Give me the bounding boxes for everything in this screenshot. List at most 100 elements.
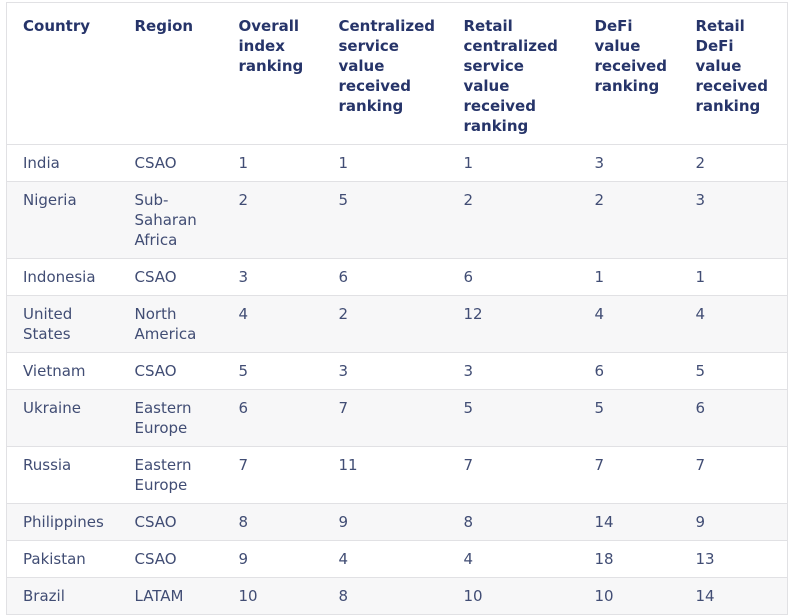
cell-retail_centralized_service_value_received_ranking: 1 — [447, 144, 579, 182]
cell-defi_value_received_ranking: 18 — [578, 540, 680, 578]
cell-defi_value_received_ranking: 2 — [578, 181, 680, 259]
column-header-region: Region — [118, 2, 223, 145]
region-name: CSAO — [134, 268, 177, 286]
region-name: CSAO — [134, 513, 177, 531]
country-name: Pakistan — [23, 550, 86, 568]
column-header-label: Region — [134, 17, 194, 35]
column-header-centralized_service_value_received_ranking: Centralized service value received ranki… — [322, 2, 448, 145]
cell-region: CSAO — [118, 352, 223, 390]
country-name: Philippines — [23, 513, 104, 531]
cell-centralized_service_value_received_ranking: 4 — [322, 540, 448, 578]
cell-defi_value_received_ranking: 4 — [578, 295, 680, 353]
column-header-retail_defi_value_received_ranking: Retail DeFi value received ranking — [679, 2, 788, 145]
cell-country: Vietnam — [6, 352, 119, 390]
region-name: CSAO — [134, 550, 177, 568]
rankings-table: Country Region Overall index ranking Centra… — [6, 2, 788, 615]
table-row-pakistan: Pakistan CSAO 9 4 4 18 13 — [6, 540, 788, 578]
cell-centralized_service_value_received_ranking: 2 — [322, 295, 448, 353]
country-name: Indonesia — [23, 268, 96, 286]
cell-overall_index_ranking: 7 — [222, 446, 323, 504]
country-name: India — [23, 154, 60, 172]
table-header: Country Region Overall index ranking Centra… — [6, 2, 788, 145]
cell-retail_centralized_service_value_received_ranking: 5 — [447, 389, 579, 447]
cell-region: CSAO — [118, 258, 223, 296]
cell-retail_defi_value_received_ranking: 6 — [679, 389, 788, 447]
region-name: Sub-Saharan Africa — [134, 191, 197, 249]
cell-region: Sub-Saharan Africa — [118, 181, 223, 259]
table-row-brazil: Brazil LATAM 10 8 10 10 14 — [6, 577, 788, 615]
cell-overall_index_ranking: 5 — [222, 352, 323, 390]
column-header-label: Retail centralized service value receive… — [463, 17, 558, 135]
table-row-ukraine: Ukraine Eastern Europe 6 7 5 5 6 — [6, 389, 788, 447]
country-name: Vietnam — [23, 362, 86, 380]
cell-defi_value_received_ranking: 5 — [578, 389, 680, 447]
cell-overall_index_ranking: 4 — [222, 295, 323, 353]
cell-country: Nigeria — [6, 181, 119, 259]
cell-overall_index_ranking: 3 — [222, 258, 323, 296]
cell-country: Brazil — [6, 577, 119, 615]
cell-centralized_service_value_received_ranking: 6 — [322, 258, 448, 296]
cell-defi_value_received_ranking: 1 — [578, 258, 680, 296]
cell-retail_defi_value_received_ranking: 3 — [679, 181, 788, 259]
cell-region: Eastern Europe — [118, 446, 223, 504]
cell-region: LATAM — [118, 577, 223, 615]
region-name: CSAO — [134, 154, 177, 172]
country-name: United States — [23, 305, 73, 343]
table-row-russia: Russia Eastern Europe 7 11 7 7 7 — [6, 446, 788, 504]
cell-centralized_service_value_received_ranking: 5 — [322, 181, 448, 259]
header-row: Country Region Overall index ranking Centra… — [6, 2, 788, 145]
cell-centralized_service_value_received_ranking: 7 — [322, 389, 448, 447]
table-row-india: India CSAO 1 1 1 3 2 — [6, 144, 788, 182]
cell-overall_index_ranking: 6 — [222, 389, 323, 447]
cell-centralized_service_value_received_ranking: 3 — [322, 352, 448, 390]
column-header-retail_centralized_service_value_received_ranking: Retail centralized service value receive… — [447, 2, 579, 145]
country-name: Russia — [23, 456, 72, 474]
cell-defi_value_received_ranking: 6 — [578, 352, 680, 390]
cell-retail_defi_value_received_ranking: 7 — [679, 446, 788, 504]
cell-centralized_service_value_received_ranking: 11 — [322, 446, 448, 504]
column-header-defi_value_received_ranking: DeFi value received ranking — [578, 2, 680, 145]
region-name: Eastern Europe — [134, 456, 192, 494]
table-row-nigeria: Nigeria Sub-Saharan Africa 2 5 2 2 3 — [6, 181, 788, 259]
column-header-label: Overall index ranking — [238, 17, 304, 75]
column-header-label: DeFi value received ranking — [594, 17, 667, 95]
cell-overall_index_ranking: 8 — [222, 503, 323, 541]
cell-country: Ukraine — [6, 389, 119, 447]
cell-region: CSAO — [118, 540, 223, 578]
cell-country: India — [6, 144, 119, 182]
cell-retail_centralized_service_value_received_ranking: 8 — [447, 503, 579, 541]
cell-defi_value_received_ranking: 3 — [578, 144, 680, 182]
cell-retail_defi_value_received_ranking: 13 — [679, 540, 788, 578]
cell-defi_value_received_ranking: 7 — [578, 446, 680, 504]
table-body: India CSAO 1 1 1 3 2 Nigeria Sub-Saharan Africa 2… — [6, 144, 788, 615]
table-row-vietnam: Vietnam CSAO 5 3 3 6 5 — [6, 352, 788, 390]
cell-region: Eastern Europe — [118, 389, 223, 447]
cell-country: Indonesia — [6, 258, 119, 296]
table-row-philippines: Philippines CSAO 8 9 8 14 9 — [6, 503, 788, 541]
table-row-indonesia: Indonesia CSAO 3 6 6 1 1 — [6, 258, 788, 296]
table-row-united-states: United States North America 4 2 12 4 4 — [6, 295, 788, 353]
country-name: Brazil — [23, 587, 65, 605]
cell-retail_defi_value_received_ranking: 5 — [679, 352, 788, 390]
cell-retail_centralized_service_value_received_ranking: 2 — [447, 181, 579, 259]
cell-retail_centralized_service_value_received_ranking: 6 — [447, 258, 579, 296]
region-name: North America — [134, 305, 197, 343]
column-header-label: Centralized service value received ranki… — [338, 17, 435, 115]
cell-defi_value_received_ranking: 14 — [578, 503, 680, 541]
region-name: Eastern Europe — [134, 399, 192, 437]
cell-country: United States — [6, 295, 119, 353]
cell-retail_centralized_service_value_received_ranking: 3 — [447, 352, 579, 390]
cell-region: CSAO — [118, 144, 223, 182]
cell-overall_index_ranking: 2 — [222, 181, 323, 259]
column-header-label: Country — [23, 17, 91, 35]
cell-retail_defi_value_received_ranking: 9 — [679, 503, 788, 541]
country-name: Nigeria — [23, 191, 77, 209]
region-name: LATAM — [134, 587, 184, 605]
cell-defi_value_received_ranking: 10 — [578, 577, 680, 615]
cell-country: Russia — [6, 446, 119, 504]
cell-retail_defi_value_received_ranking: 14 — [679, 577, 788, 615]
cell-retail_centralized_service_value_received_ranking: 10 — [447, 577, 579, 615]
cell-retail_centralized_service_value_received_ranking: 7 — [447, 446, 579, 504]
cell-region: North America — [118, 295, 223, 353]
